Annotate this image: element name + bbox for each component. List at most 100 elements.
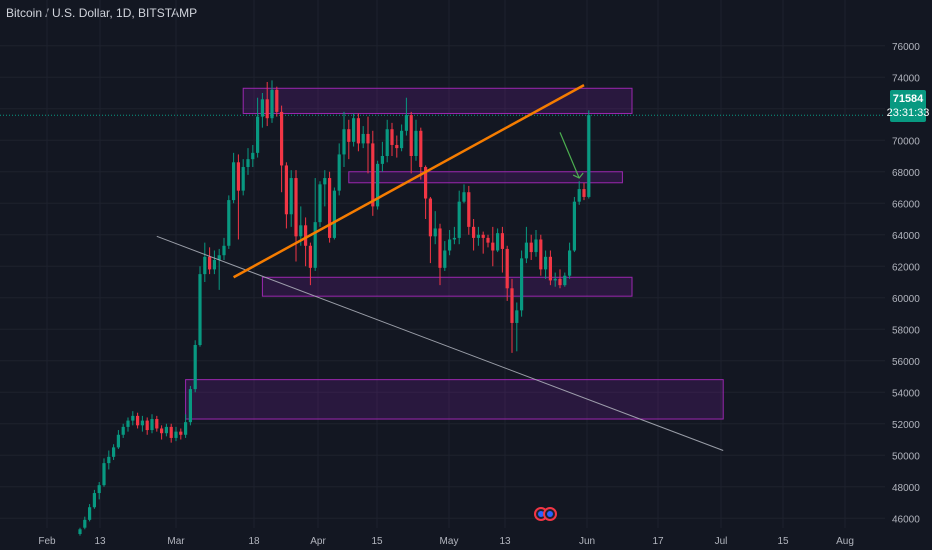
x-tick-label: 13 <box>94 536 106 547</box>
trendlines-layer <box>156 84 724 451</box>
candle-body <box>544 256 548 270</box>
candle-body <box>438 228 442 268</box>
candle-body <box>184 422 188 435</box>
candle-body <box>112 447 116 457</box>
candle-body <box>414 130 418 156</box>
candle-body <box>97 485 101 494</box>
candle-body <box>83 519 87 528</box>
candle-body <box>337 154 341 191</box>
supply-demand-zone <box>348 171 623 184</box>
candle-body <box>323 178 327 185</box>
candle-body <box>500 233 504 249</box>
candle-body <box>505 248 509 289</box>
candle-body <box>217 255 221 260</box>
candle-body <box>481 234 485 238</box>
candle-body <box>275 89 279 112</box>
supply-demand-zone <box>185 379 724 420</box>
candle-body <box>299 225 303 237</box>
candle-body <box>385 129 389 156</box>
x-tick-label: 18 <box>248 536 260 547</box>
y-tick-label: 70000 <box>892 136 920 147</box>
candle-body <box>515 310 519 323</box>
candle-body <box>174 431 178 438</box>
last-price-badge: 71584 23:31:33 <box>887 90 929 122</box>
down-arrow-head <box>572 172 584 179</box>
candle-body <box>102 463 106 486</box>
down-arrow-shaft <box>559 132 580 179</box>
candle-body <box>371 143 375 207</box>
candle-body <box>212 259 216 270</box>
candle-body <box>179 431 183 435</box>
candle-body <box>150 419 154 431</box>
candle-body <box>582 189 586 197</box>
x-tick-label: 17 <box>652 536 664 547</box>
y-tick-label: 58000 <box>892 325 920 336</box>
candle-body <box>558 278 562 286</box>
candle-body <box>352 118 356 142</box>
candle-body <box>256 116 260 153</box>
candles-layer <box>78 80 591 536</box>
candle-body <box>203 256 207 275</box>
candle-body <box>232 162 236 201</box>
candle-body <box>428 198 432 237</box>
candle-body <box>131 415 135 421</box>
y-tick-label: 74000 <box>892 73 920 84</box>
us-flag-event-icon[interactable] <box>543 507 557 521</box>
candle-body <box>308 245 312 268</box>
y-tick-label: 76000 <box>892 42 920 53</box>
candle-body <box>553 278 557 281</box>
candle-body <box>467 192 471 227</box>
candle-body <box>78 529 82 534</box>
candle-body <box>260 99 264 117</box>
candle-body <box>462 192 466 202</box>
candle-body <box>472 226 476 238</box>
candle-body <box>433 228 437 237</box>
y-tick-label: 54000 <box>892 388 920 399</box>
x-tick-label: Jun <box>579 536 595 547</box>
candle-body <box>443 250 447 268</box>
candle-body <box>409 115 413 156</box>
candle-body <box>452 237 456 240</box>
x-tick-label: Feb <box>38 536 56 547</box>
candle-body <box>457 201 461 238</box>
bar-countdown: 23:31:33 <box>886 107 930 119</box>
candle-body <box>188 389 192 423</box>
candle-body <box>121 426 125 435</box>
grid-lines <box>0 0 885 528</box>
candle-body <box>145 420 149 431</box>
candle-body <box>342 129 346 155</box>
y-tick-label: 64000 <box>892 231 920 242</box>
candle-body <box>539 239 543 270</box>
y-tick-label: 56000 <box>892 357 920 368</box>
support-trendline <box>156 235 724 451</box>
y-tick-label: 68000 <box>892 168 920 179</box>
candle-body <box>380 156 384 164</box>
candle-body <box>366 133 370 144</box>
candle-body <box>476 234 480 238</box>
chart-title: Bitcoin / U.S. Dollar, 1D, BITSTAMP <box>6 6 198 20</box>
candle-body <box>241 167 245 191</box>
zones-layer <box>185 87 724 420</box>
candle-body <box>208 256 212 270</box>
candle-body <box>198 274 202 345</box>
y-tick-label: 48000 <box>892 483 920 494</box>
x-tick-label: 13 <box>499 536 511 547</box>
candle-body <box>361 133 365 144</box>
x-axis: Feb 13 Mar 18 Apr 15 May 13 Jun 17 Jul 15 Aug <box>38 536 854 547</box>
candle-body <box>587 115 591 197</box>
candle-body <box>193 345 197 390</box>
candle-body <box>568 250 572 276</box>
candle-body <box>92 493 96 508</box>
candle-body <box>227 200 231 246</box>
candle-body <box>313 222 317 268</box>
candle-body <box>419 130 423 168</box>
candle-body <box>577 189 581 202</box>
x-tick-label: 15 <box>777 536 789 547</box>
x-tick-label: Jul <box>715 536 728 547</box>
candle-body <box>140 420 144 426</box>
supply-demand-zone <box>261 276 633 297</box>
x-tick-label: May <box>440 536 459 547</box>
x-tick-label: Mar <box>167 536 185 547</box>
candle-body <box>496 233 500 251</box>
